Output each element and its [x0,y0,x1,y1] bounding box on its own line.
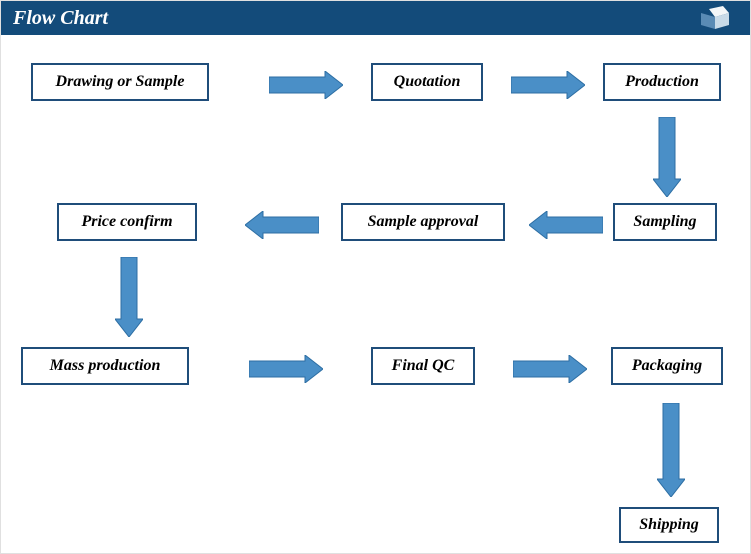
flow-arrow-n3-n4 [653,117,681,197]
flow-node-n9: Packaging [611,347,723,385]
flow-node-n4: Sampling [613,203,717,241]
flow-node-n10: Shipping [619,507,719,543]
flow-arrow-n9-n10 [657,403,685,497]
flow-arrow-n1-n2 [269,71,343,99]
flow-node-n8: Final QC [371,347,475,385]
flow-node-n2: Quotation [371,63,483,101]
flow-node-n3: Production [603,63,721,101]
flow-node-n6: Price confirm [57,203,197,241]
flow-arrow-n8-n9 [513,355,587,383]
flow-arrow-n2-n3 [511,71,585,99]
flow-node-n5: Sample approval [341,203,505,241]
flow-arrow-n5-n6 [245,211,319,239]
flowchart-canvas: Drawing or Sample Quotation Production Samp… [1,35,750,553]
flow-node-n1: Drawing or Sample [31,63,209,101]
flow-arrow-n7-n8 [249,355,323,383]
flow-arrow-n6-n7 [115,257,143,337]
box-icon [698,5,732,36]
flow-arrow-n4-n5 [529,211,603,239]
flow-node-n7: Mass production [21,347,189,385]
title-bar: Flow Chart [1,1,750,35]
title-text: Flow Chart [13,7,108,30]
